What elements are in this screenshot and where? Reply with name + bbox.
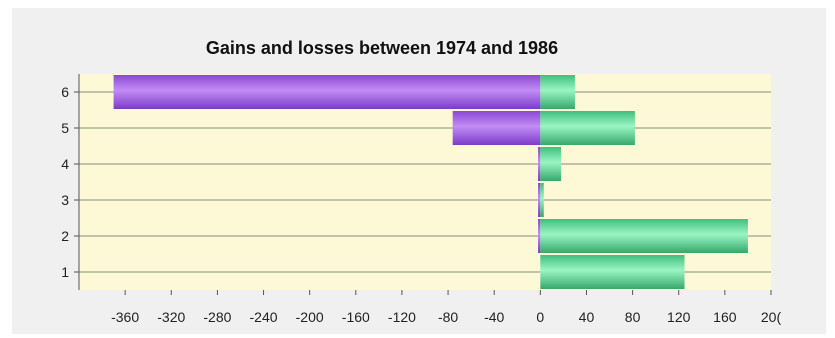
x-tick-label: 120 [667, 309, 691, 325]
gain-bar-5 [540, 111, 635, 145]
y-tick-label: 5 [61, 120, 69, 136]
x-tick-label: -360 [111, 309, 139, 325]
x-tick-label: -120 [388, 309, 416, 325]
x-tick-label: 20( [761, 309, 782, 325]
x-tick-label: 80 [625, 309, 641, 325]
y-tick-label: 1 [61, 264, 69, 280]
loss-bar-6 [113, 75, 541, 109]
x-tick-label: -200 [296, 309, 324, 325]
x-tick-label: 40 [579, 309, 595, 325]
gain-bar-4 [540, 147, 562, 181]
y-tick-label: 4 [61, 156, 69, 172]
x-tick-label: -240 [250, 309, 278, 325]
bar-chart: Gains and losses between 1974 and 1986 1… [61, 38, 782, 325]
chart-panel: Gains and losses between 1974 and 1986 1… [12, 8, 826, 334]
loss-bar-2 [538, 219, 541, 253]
loss-bar-3 [538, 183, 541, 217]
y-tick-label: 3 [61, 192, 69, 208]
y-tick-label: 6 [61, 84, 69, 100]
x-tick-label: 160 [713, 309, 737, 325]
gain-bar-2 [540, 219, 748, 253]
x-tick-label: -40 [484, 309, 504, 325]
x-tick-label: -160 [342, 309, 370, 325]
x-tick-label: -80 [438, 309, 458, 325]
gain-bar-1 [540, 255, 685, 289]
x-tick-label: -280 [203, 309, 231, 325]
gain-bar-3 [540, 183, 544, 217]
gain-bar-6 [540, 75, 575, 109]
x-tick-label: 0 [536, 309, 544, 325]
plot-area [79, 74, 771, 290]
chart-title: Gains and losses between 1974 and 1986 [206, 38, 558, 58]
y-tick-label: 2 [61, 228, 69, 244]
loss-bar-5 [452, 111, 541, 145]
x-tick-label: -320 [157, 309, 185, 325]
loss-bar-4 [538, 147, 541, 181]
